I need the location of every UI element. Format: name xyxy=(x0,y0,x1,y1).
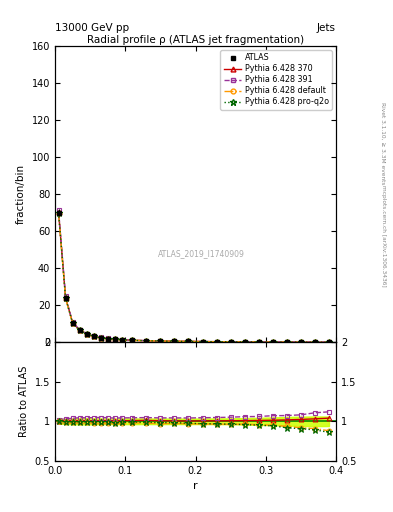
Text: Rivet 3.1.10, ≥ 3.3M events: Rivet 3.1.10, ≥ 3.3M events xyxy=(381,102,386,185)
Y-axis label: fraction/bin: fraction/bin xyxy=(16,164,26,224)
X-axis label: r: r xyxy=(193,481,198,491)
Text: ATLAS_2019_I1740909: ATLAS_2019_I1740909 xyxy=(158,249,244,258)
Legend: ATLAS, Pythia 6.428 370, Pythia 6.428 391, Pythia 6.428 default, Pythia 6.428 pr: ATLAS, Pythia 6.428 370, Pythia 6.428 39… xyxy=(220,50,332,110)
Text: 13000 GeV pp: 13000 GeV pp xyxy=(55,23,129,33)
Text: Jets: Jets xyxy=(317,23,336,33)
Text: mcplots.cern.ch [arXiv:1306.3436]: mcplots.cern.ch [arXiv:1306.3436] xyxy=(381,185,386,286)
Y-axis label: Ratio to ATLAS: Ratio to ATLAS xyxy=(19,366,29,437)
Title: Radial profile ρ (ATLAS jet fragmentation): Radial profile ρ (ATLAS jet fragmentatio… xyxy=(87,35,304,45)
